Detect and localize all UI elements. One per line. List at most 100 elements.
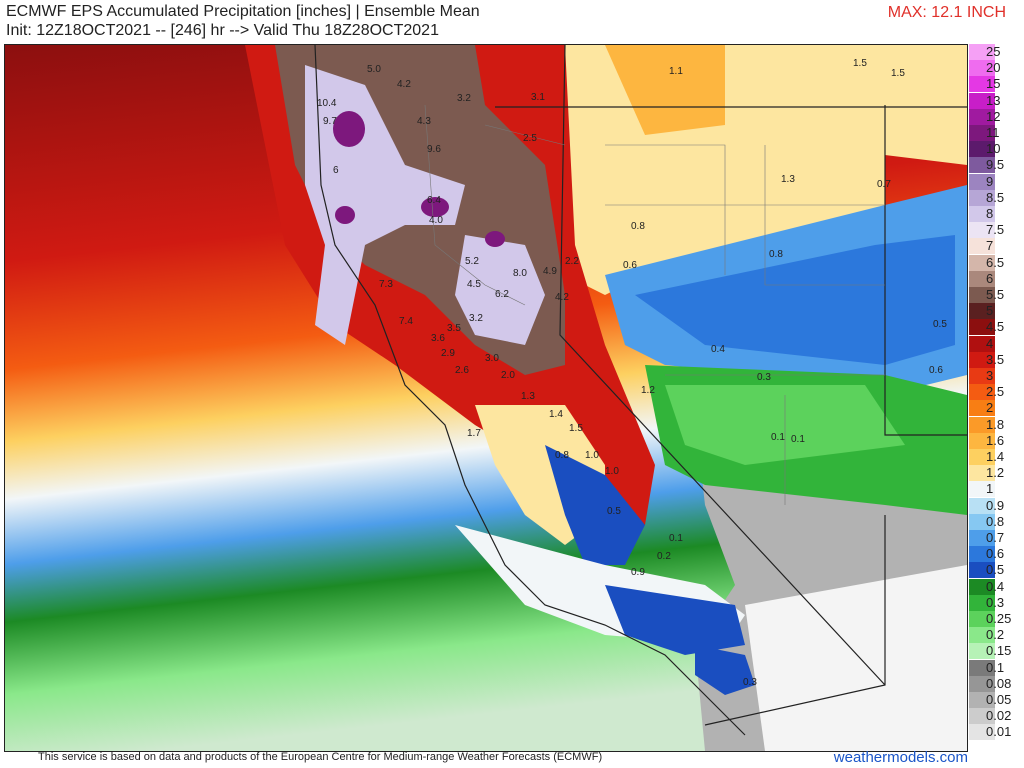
map-value: 7.4 xyxy=(399,316,413,327)
legend-entry: 13 xyxy=(966,92,1024,109)
legend-entry: 3.5 xyxy=(966,351,1024,368)
legend-entry: 1.8 xyxy=(966,416,1024,433)
map-value: 0.6 xyxy=(929,365,943,376)
max-cell-2 xyxy=(421,197,449,217)
legend-entry: 0.08 xyxy=(966,675,1024,692)
legend-entry: 0.02 xyxy=(966,708,1024,725)
legend-label: 1 xyxy=(986,481,994,497)
map-value: 3.0 xyxy=(485,353,499,364)
blue-band-core xyxy=(635,235,955,365)
map-value: 0.9 xyxy=(631,567,645,578)
legend-swatch xyxy=(969,157,995,174)
legend-entry: 0.7 xyxy=(966,530,1024,546)
legend-swatch xyxy=(969,432,995,449)
legend-entry: 7.5 xyxy=(966,222,1024,239)
legend-label: 9.5 xyxy=(986,157,1005,173)
legend-entry: 25 xyxy=(966,44,1024,60)
map-title: ECMWF EPS Accumulated Precipitation [inc… xyxy=(6,3,480,20)
map-value: 10.4 xyxy=(317,98,337,109)
legend-swatch xyxy=(969,108,995,125)
legend-entry: 1.6 xyxy=(966,432,1024,449)
legend-swatch xyxy=(969,708,995,725)
legend-swatch xyxy=(969,319,995,336)
legend-entry: 0.8 xyxy=(966,513,1024,530)
legend-entry: 0.3 xyxy=(966,594,1024,611)
map-value: 1.3 xyxy=(781,174,795,185)
map-value: 6.4 xyxy=(427,195,441,206)
legend-label: 3 xyxy=(986,368,994,383)
map-value: 6 xyxy=(333,165,339,176)
legend-entry: 9.5 xyxy=(966,157,1024,174)
legend-label: 5.5 xyxy=(986,287,1005,302)
county-lines xyxy=(424,104,885,505)
legend-label: 0.7 xyxy=(986,530,1005,545)
legend-swatch xyxy=(969,189,995,206)
ne-orange xyxy=(605,45,725,135)
map-value: 0.1 xyxy=(669,533,683,544)
legend-entry: 0.1 xyxy=(966,659,1024,676)
legend-label: 0.6 xyxy=(986,546,1005,562)
max-cell-4 xyxy=(485,231,505,247)
map-svg: 5.0 4.2 3.2 3.1 10.4 9.7 4.3 2.5 9.6 1.1… xyxy=(5,45,967,751)
legend-swatch xyxy=(969,594,995,611)
legend-swatch xyxy=(969,627,995,644)
legend-swatch xyxy=(969,643,995,660)
map-value: 1.0 xyxy=(585,450,599,461)
map-value: 0.5 xyxy=(933,319,947,330)
legend-label: 1.4 xyxy=(986,449,1005,464)
legend-entry: 8.5 xyxy=(966,189,1024,206)
legend-label: 0.2 xyxy=(986,627,1005,643)
legend-label: 11 xyxy=(986,125,1000,140)
legend-label: 6 xyxy=(986,270,994,286)
map-value: 1.5 xyxy=(569,423,583,434)
map-value: 4.9 xyxy=(543,266,557,277)
map-value: 7.3 xyxy=(379,279,393,290)
legend-label: 0.4 xyxy=(986,578,1005,594)
legend-label: 20 xyxy=(986,60,1001,76)
legend-entry: 6 xyxy=(966,270,1024,287)
max-value-label: MAX: 12.1 INCH xyxy=(887,4,1006,21)
legend-label: 4.5 xyxy=(986,319,1005,335)
legend-swatch xyxy=(969,465,995,482)
map-value: 9.7 xyxy=(323,116,337,127)
legend-entry: 11 xyxy=(966,125,1024,141)
legend-swatch xyxy=(969,659,995,676)
legend-swatch xyxy=(969,141,995,158)
map-value: 0.1 xyxy=(791,434,805,445)
map-value: 4.0 xyxy=(429,215,443,226)
map-value: 2.9 xyxy=(441,348,455,359)
map-value: 1.0 xyxy=(605,466,619,477)
legend-swatch xyxy=(969,335,995,352)
legend-entry: 1 xyxy=(966,481,1024,498)
precipitation-map[interactable]: 5.0 4.2 3.2 3.1 10.4 9.7 4.3 2.5 9.6 1.1… xyxy=(4,44,968,752)
site-link[interactable]: weathermodels.com xyxy=(833,749,968,766)
legend-swatch xyxy=(969,578,995,595)
legend-swatch xyxy=(969,481,995,498)
map-value: 1.3 xyxy=(521,391,535,402)
map-value: 2.6 xyxy=(455,365,469,376)
legend-swatch xyxy=(969,303,995,320)
map-value: 1.5 xyxy=(853,58,867,69)
state-borders xyxy=(314,45,967,736)
max-cell-1 xyxy=(333,111,365,147)
legend-swatch xyxy=(969,368,995,384)
legend-label: 0.08 xyxy=(986,675,1012,691)
legend-entry: 0.01 xyxy=(966,724,1024,741)
map-value: 3.2 xyxy=(469,313,483,324)
map-value: 0.8 xyxy=(555,450,569,461)
socal-blue-2 xyxy=(695,645,755,695)
extreme-core-2 xyxy=(455,235,545,345)
legend-entry: 0.5 xyxy=(966,562,1024,579)
legend-label: 8 xyxy=(986,206,994,221)
map-value: 0.4 xyxy=(711,344,725,355)
legend-label: 1.8 xyxy=(986,416,1005,432)
map-value: 3.5 xyxy=(447,323,461,334)
legend-swatch xyxy=(969,546,995,563)
color-scale-legend: 25 20 15 13 12 11 10 9.5 9 8.5 8 7.5 7 6.5 6 5.5 5 4.5 4 3.… xyxy=(966,44,1024,741)
map-value: 0.6 xyxy=(623,260,637,271)
legend-swatch xyxy=(969,692,995,708)
legend-entry: 12 xyxy=(966,108,1024,125)
legend-entry: 0.2 xyxy=(966,627,1024,644)
legend-label: 5 xyxy=(986,303,994,319)
legend-label: 6.5 xyxy=(986,254,1005,270)
